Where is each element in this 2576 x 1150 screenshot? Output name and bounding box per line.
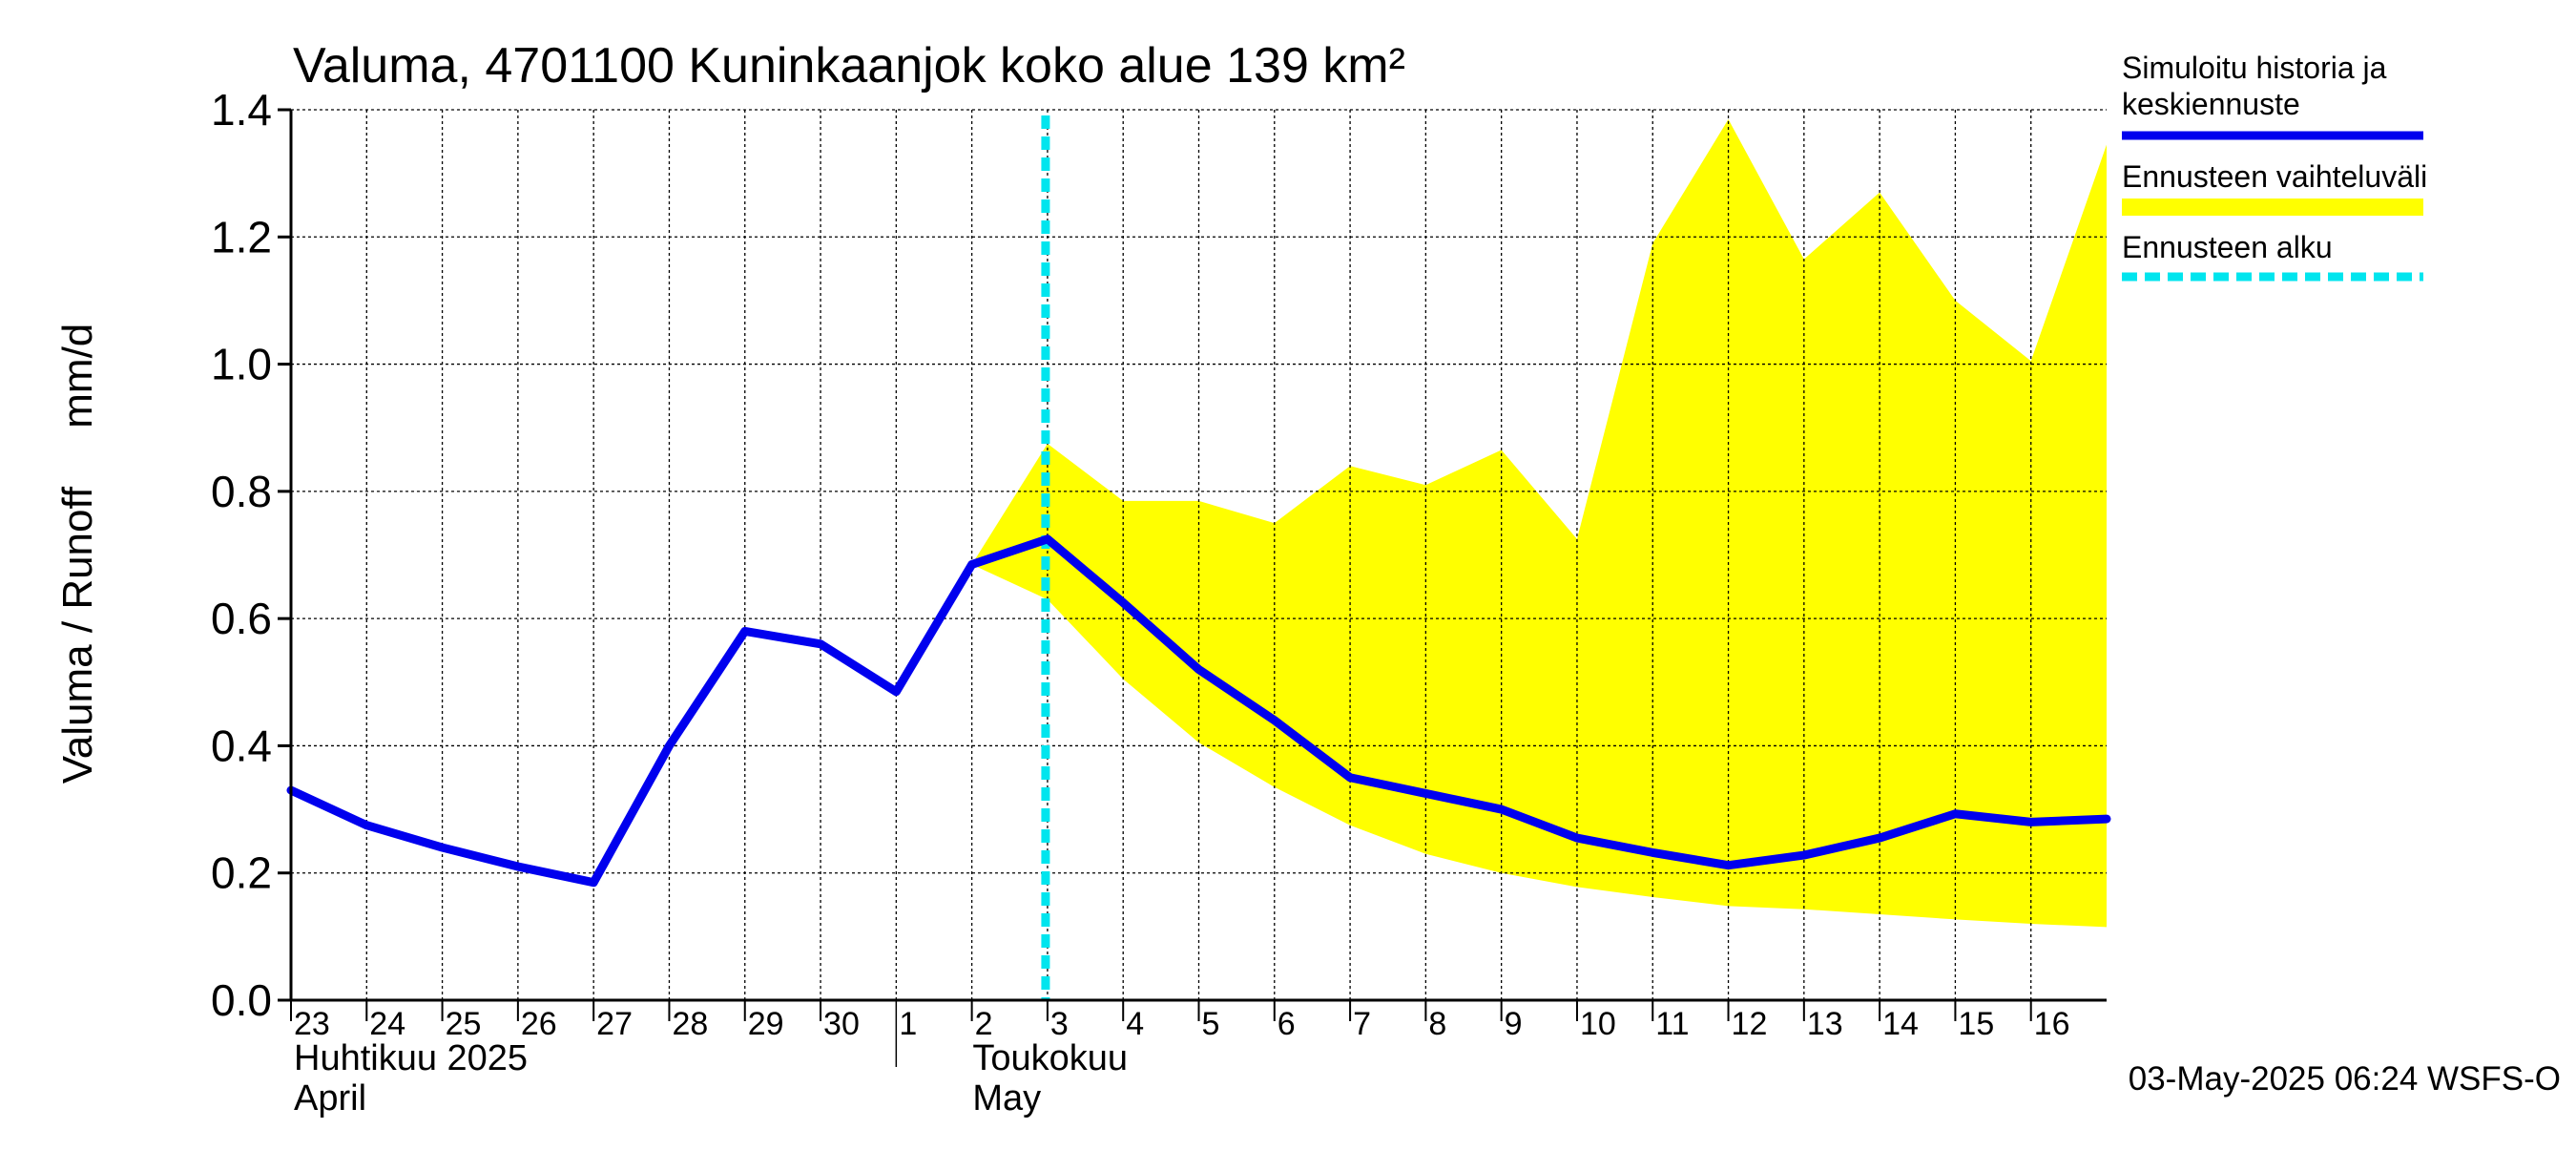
legend-label: keskiennuste — [2122, 87, 2300, 121]
series-line-simulated — [286, 534, 2111, 888]
x-tick-label: 28 — [672, 1006, 708, 1042]
y-tick-label: 0.8 — [211, 467, 272, 516]
x-tick-label: 5 — [1202, 1006, 1220, 1042]
x-tick-label: 14 — [1882, 1006, 1919, 1042]
x-tick-label: 23 — [294, 1006, 330, 1042]
legend-label: Ennusteen alku — [2122, 230, 2333, 264]
y-tick-label: 1.2 — [211, 212, 272, 261]
chart-title: Valuma, 4701100 Kuninkaanjok koko alue 1… — [293, 38, 1405, 94]
x-tick-label: 7 — [1353, 1006, 1371, 1042]
y-tick-label: 1.0 — [211, 340, 272, 389]
x-tick-label: 3 — [1050, 1006, 1069, 1042]
month-label: Huhtikuu 2025 — [294, 1038, 528, 1078]
month-label-english: April — [294, 1078, 366, 1119]
x-tick-label: 10 — [1580, 1006, 1616, 1042]
x-tick-label: 29 — [748, 1006, 784, 1042]
y-tick-label: 0.4 — [211, 721, 272, 770]
x-tick-label: 1 — [899, 1006, 917, 1042]
y-axis-label: Valuma / Runoff mm/d — [54, 324, 101, 784]
y-tick-label: 1.4 — [211, 85, 272, 135]
x-tick-label: 30 — [823, 1006, 860, 1042]
x-tick-label: 11 — [1655, 1006, 1689, 1042]
x-tick-label: 13 — [1807, 1006, 1843, 1042]
month-label-english: May — [972, 1078, 1041, 1119]
x-tick-label: 24 — [369, 1006, 405, 1042]
legend-swatch-band — [2122, 199, 2423, 216]
timestamp-footer: 03-May-2025 06:24 WSFS-O — [2129, 1060, 2561, 1098]
x-tick-label: 8 — [1428, 1006, 1446, 1042]
x-tick-label: 12 — [1732, 1006, 1768, 1042]
x-tick-label: 25 — [446, 1006, 482, 1042]
forecast-range-band — [971, 118, 2107, 928]
x-tick-label: 2 — [975, 1006, 993, 1042]
legend-label: Simuloitu historia ja — [2122, 51, 2387, 85]
x-tick-label: 15 — [1958, 1006, 1994, 1042]
x-tick-label: 9 — [1505, 1006, 1523, 1042]
x-tick-label: 4 — [1126, 1006, 1144, 1042]
x-tick-label: 26 — [521, 1006, 557, 1042]
y-tick-label: 0.0 — [211, 975, 272, 1025]
x-tick-label: 16 — [2034, 1006, 2070, 1042]
y-tick-label: 0.6 — [211, 594, 272, 643]
x-tick-label: 27 — [596, 1006, 633, 1042]
legend-label: Ennusteen vaihteluväli — [2122, 159, 2427, 194]
x-tick-label: 6 — [1278, 1006, 1296, 1042]
y-tick-label: 0.2 — [211, 848, 272, 898]
month-label: Toukokuu — [972, 1038, 1128, 1078]
